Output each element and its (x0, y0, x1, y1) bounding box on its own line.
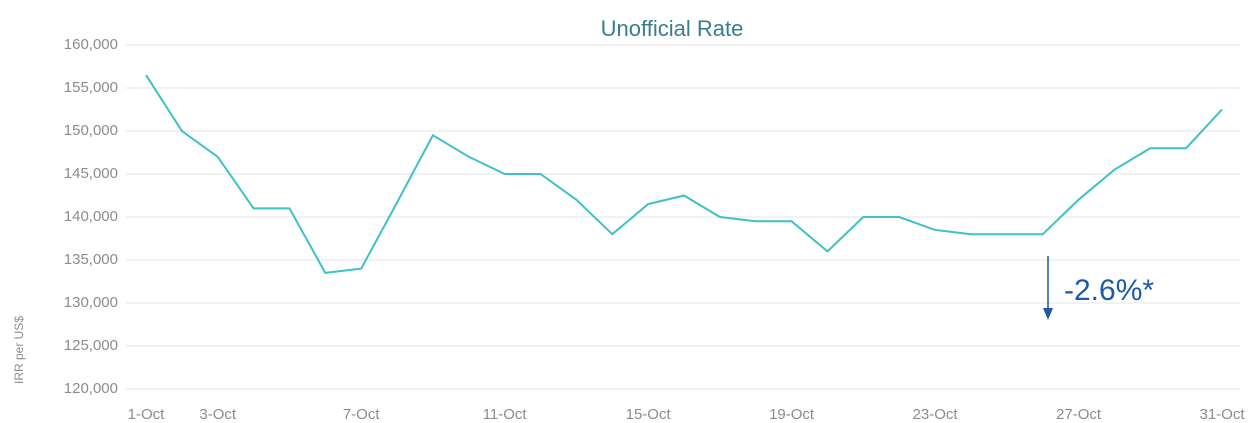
x-tick-label: 15-Oct (626, 406, 672, 423)
x-tick-label: 1-Oct (128, 406, 166, 423)
y-tick-label: 145,000 (64, 165, 118, 182)
y-tick-label: 120,000 (64, 380, 118, 397)
x-tick-label: 19-Oct (769, 406, 815, 423)
x-tick-label: 23-Oct (913, 406, 959, 423)
y-tick-label: 160,000 (64, 36, 118, 53)
y-axis-label: IRR per US$ (12, 316, 26, 384)
x-tick-label: 31-Oct (1199, 406, 1245, 423)
series-line (145, 74, 1223, 274)
chart-title: Unofficial Rate (601, 16, 744, 41)
x-tick-label: 27-Oct (1056, 406, 1102, 423)
y-tick-label: 125,000 (64, 337, 118, 354)
y-tick-label: 155,000 (64, 79, 118, 96)
annotation: -2.6%* (1064, 274, 1154, 307)
y-tick-label: 140,000 (64, 208, 118, 225)
y-tick-label: 150,000 (64, 122, 118, 139)
x-tick-label: 3-Oct (199, 406, 237, 423)
x-tick-label: 7-Oct (343, 406, 381, 423)
y-tick-label: 130,000 (64, 294, 118, 311)
y-tick-label: 135,000 (64, 251, 118, 268)
annotation-arrowhead (1043, 308, 1053, 320)
x-tick-label: 11-Oct (483, 406, 528, 423)
